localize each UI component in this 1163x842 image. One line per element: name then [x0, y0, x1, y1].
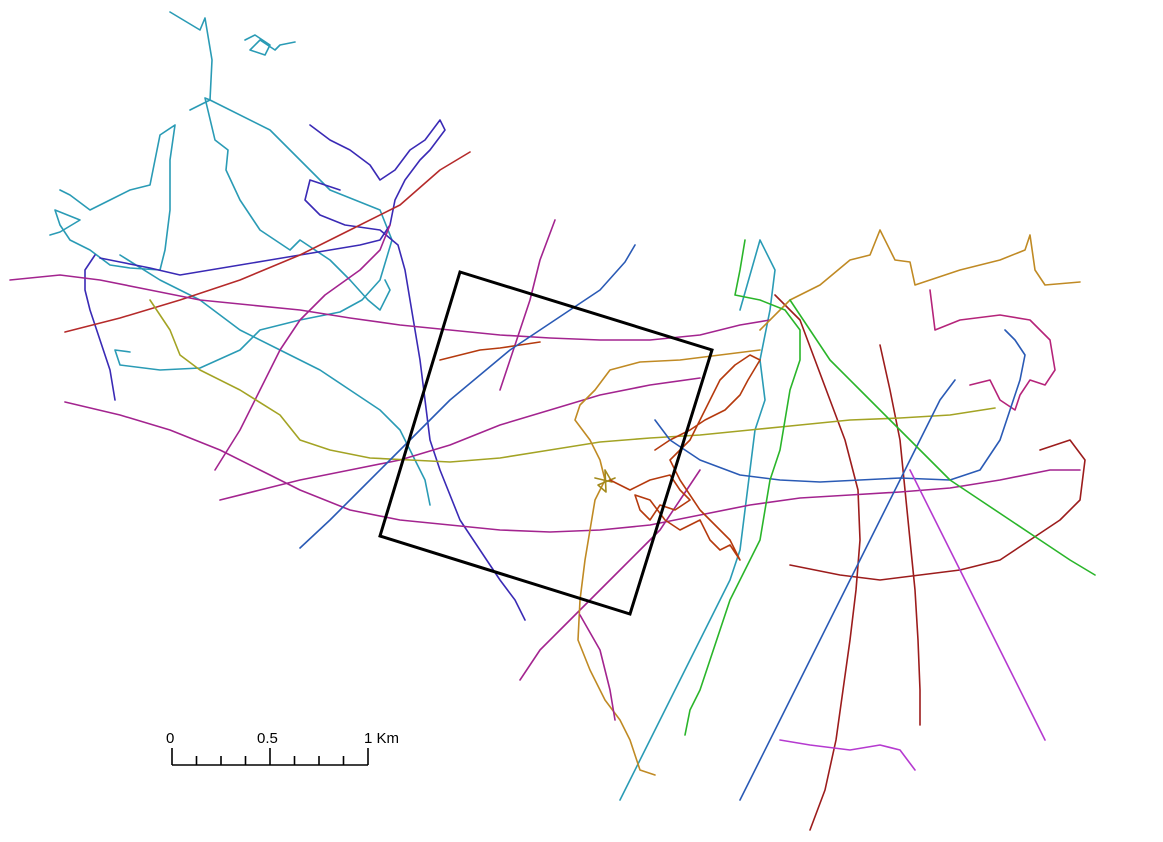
- track-indigo-west: [84, 254, 116, 401]
- track-rust-scribble: [609, 354, 761, 561]
- track-red-cross: [789, 439, 1086, 581]
- track-violet-south: [779, 739, 916, 771]
- scale-label-1km: 1 Km: [364, 730, 399, 747]
- track-green: [684, 239, 801, 736]
- track-blue-east: [654, 329, 1026, 483]
- track-magenta-east: [929, 289, 1056, 411]
- track-cyan-diag: [119, 254, 431, 506]
- track-magenta-mid: [214, 224, 391, 471]
- scale-label-0: 0: [166, 730, 174, 747]
- track-cyan-scribble: [244, 34, 296, 56]
- track-gold-star: [594, 469, 616, 493]
- track-red-south: [879, 344, 921, 726]
- track-cyan-west: [49, 124, 176, 271]
- track-red-diagonal: [64, 151, 471, 333]
- track-magenta-north: [499, 219, 556, 391]
- track-green-east: [789, 299, 1096, 576]
- track-olive: [149, 299, 996, 463]
- track-violet-center: [579, 614, 616, 721]
- track-cyan-north: [169, 11, 391, 311]
- track-violet-east: [909, 469, 1046, 741]
- track-cyan-east: [619, 239, 776, 801]
- track-magenta-south: [64, 401, 1081, 533]
- track-magenta-west: [9, 274, 771, 341]
- track-red-east: [774, 294, 861, 831]
- track-cyan-loop: [114, 99, 393, 371]
- track-gold-north: [759, 229, 1081, 331]
- track-rust-north: [439, 341, 541, 361]
- scale-label-half: 0.5: [257, 730, 278, 747]
- track-magenta-long: [219, 377, 701, 501]
- track-blue-south: [739, 379, 956, 801]
- track-magenta-sw: [519, 469, 701, 681]
- track-gold-south: [574, 349, 761, 776]
- track-indigo-south: [304, 179, 526, 621]
- track-blue-diag: [299, 244, 636, 549]
- study-area-frame: [378, 270, 714, 616]
- track-indigo-north: [99, 119, 446, 276]
- scale-bar: 0 0.5 1 Km: [166, 730, 399, 766]
